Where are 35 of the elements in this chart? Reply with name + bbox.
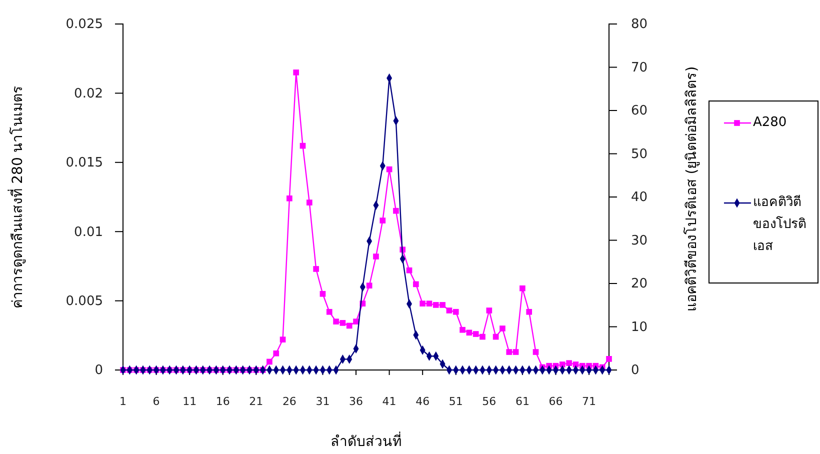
x-tick-label: 66 — [548, 394, 563, 408]
x-tick-label: 16 — [216, 394, 230, 408]
y2-tick-label: 50 — [631, 146, 648, 162]
x-tick-label: 71 — [582, 394, 596, 408]
y-axis-title: ค่าการดูดกลืนแสงที่ 280 นาโนเมตร — [8, 86, 26, 308]
x-tick-label: 41 — [382, 394, 396, 408]
x-tick-label: 36 — [349, 394, 364, 408]
x-tick-label: 26 — [282, 394, 296, 408]
x-tick-label: 51 — [448, 394, 463, 408]
legend-label: แอคติวิตีของโปรติเอส — [753, 194, 807, 256]
y2-tick-label: 70 — [631, 60, 648, 76]
y2-tick-label: 40 — [631, 190, 648, 206]
y-tick-label: 0 — [94, 363, 103, 378]
y-tick-label: 0.01 — [74, 224, 103, 240]
legend-label: A280 — [753, 114, 788, 132]
x-tick-label: 21 — [249, 394, 264, 408]
x-axis-title: ลำดับส่วนที่ — [330, 432, 402, 450]
y2-tick-label: 30 — [631, 233, 648, 248]
y2-tick-label: 20 — [631, 276, 648, 292]
x-tick-label: 56 — [482, 394, 496, 408]
y2-tick-label: 0 — [631, 363, 640, 378]
y-tick-label: 0.025 — [66, 17, 103, 32]
x-tick-label: 46 — [416, 394, 430, 408]
y2-axis-title: แอคติวิตีของโปรติเอส (ยูนิตต่อมิลลิลิตร) — [683, 66, 700, 312]
y2-tick-label: 60 — [631, 104, 648, 119]
y-tick-label: 0.015 — [66, 156, 103, 171]
x-tick-label: 31 — [316, 394, 330, 408]
x-tick-label: 1 — [120, 394, 126, 408]
y-tick-label: 0.02 — [74, 86, 103, 102]
x-tick-label: 6 — [152, 394, 160, 408]
y2-tick-label: 80 — [631, 17, 648, 32]
y-tick-label: 0.005 — [66, 294, 103, 309]
x-tick-label: 61 — [515, 394, 530, 408]
y2-tick-label: 10 — [631, 320, 648, 335]
x-tick-label: 11 — [182, 394, 197, 408]
